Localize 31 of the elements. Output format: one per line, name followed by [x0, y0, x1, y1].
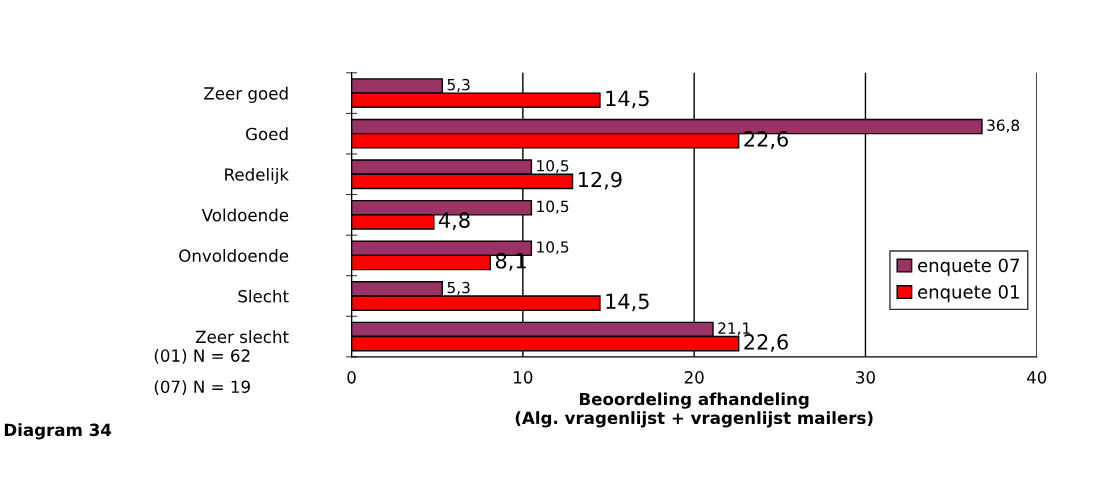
data-label: 21,1	[718, 322, 750, 336]
data-label: 36,8	[987, 119, 1020, 133]
data-label: 4,8	[438, 212, 470, 231]
y-tick-label: Zeer slecht	[195, 330, 289, 344]
x-tick-label: 40	[1026, 371, 1047, 384]
legend-label: enquete 01	[918, 284, 1019, 303]
data-label: 10,5	[537, 200, 569, 214]
x-tick-label: 20	[684, 371, 704, 384]
legend-label: enquete 07	[918, 258, 1019, 276]
data-label: 5,3	[447, 281, 470, 295]
data-label: 12,9	[578, 171, 622, 190]
data-label: 14,5	[606, 90, 649, 109]
y-tick-label: Slecht	[238, 289, 289, 303]
x-tick-label: 10	[514, 371, 533, 384]
y-tick-label: Redelijk	[225, 167, 289, 185]
text: (01) N = 62	[154, 349, 250, 364]
data-label: 14,5	[606, 293, 649, 312]
x-axis-title: Beoordeling afhandeling (Alg. vragenlijst + vragenlijst mailers)	[515, 392, 873, 428]
y-tick-label: Onvoldoende	[179, 249, 289, 262]
text: Diagram 34	[4, 423, 112, 440]
data-label: 5,3	[447, 78, 470, 92]
x-tick-label: 30	[856, 371, 875, 384]
y-tick-label: Goed	[246, 127, 288, 141]
x-tick-label: 0	[347, 371, 356, 384]
data-label: 10,5	[537, 160, 569, 174]
text: (07) N = 19	[154, 380, 250, 395]
data-label: 10,5	[537, 241, 569, 255]
y-tick-label: Zeer goed	[204, 86, 288, 103]
data-label: 22,6	[744, 131, 788, 149]
y-tick-label: Voldoende	[201, 208, 289, 222]
data-label: 22,6	[744, 333, 788, 352]
